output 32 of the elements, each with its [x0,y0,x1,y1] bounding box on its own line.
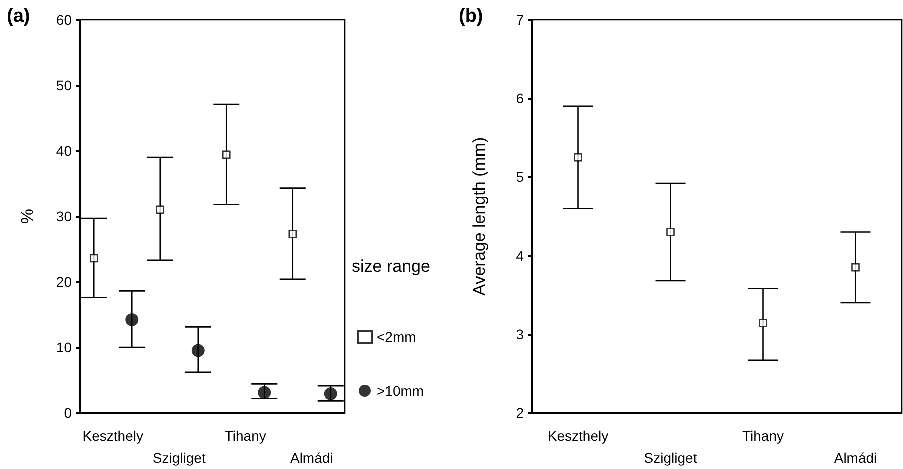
y-tick-label: 50 [56,78,72,94]
y-tick-label: 2 [516,405,524,421]
y-tick-label: 3 [516,326,524,342]
y-tick-label: 4 [516,248,524,264]
x-tick-label: Keszthely [82,428,144,444]
legend-label: <2mm [377,329,416,345]
x-tick-label: Keszthely [548,428,609,444]
legend-title: size range [352,257,430,276]
y-tick-label: 30 [56,208,72,224]
y-tick-label: 5 [516,169,524,186]
x-tick-label: Szigliget [644,450,698,466]
point [852,263,860,272]
x-tick-label: Almádi [834,450,878,466]
chart-title: (b) [459,6,484,27]
y-tick-label: 20 [56,274,72,290]
y-tick-label: 6 [516,90,524,107]
x-tick-label: Tihany [742,428,784,444]
point [666,228,675,236]
y-tick-label: 7 [516,12,524,28]
chart-title: (a) [7,6,30,27]
point [574,153,582,162]
legend-label: >10mm [377,383,424,399]
y-tick-label: 60 [56,12,72,28]
y-tick-label: 10 [56,340,72,356]
y-tick-label: 0 [64,405,72,421]
y-axis-title: Average length (mm) [470,137,489,296]
y-tick-label: 40 [56,143,72,159]
x-tick-label: Szigliget [152,450,206,466]
y-axis-title: % [18,208,37,224]
point [759,319,768,328]
x-tick-label: Tihany [224,428,266,444]
x-tick-label: Almádi [290,450,334,466]
